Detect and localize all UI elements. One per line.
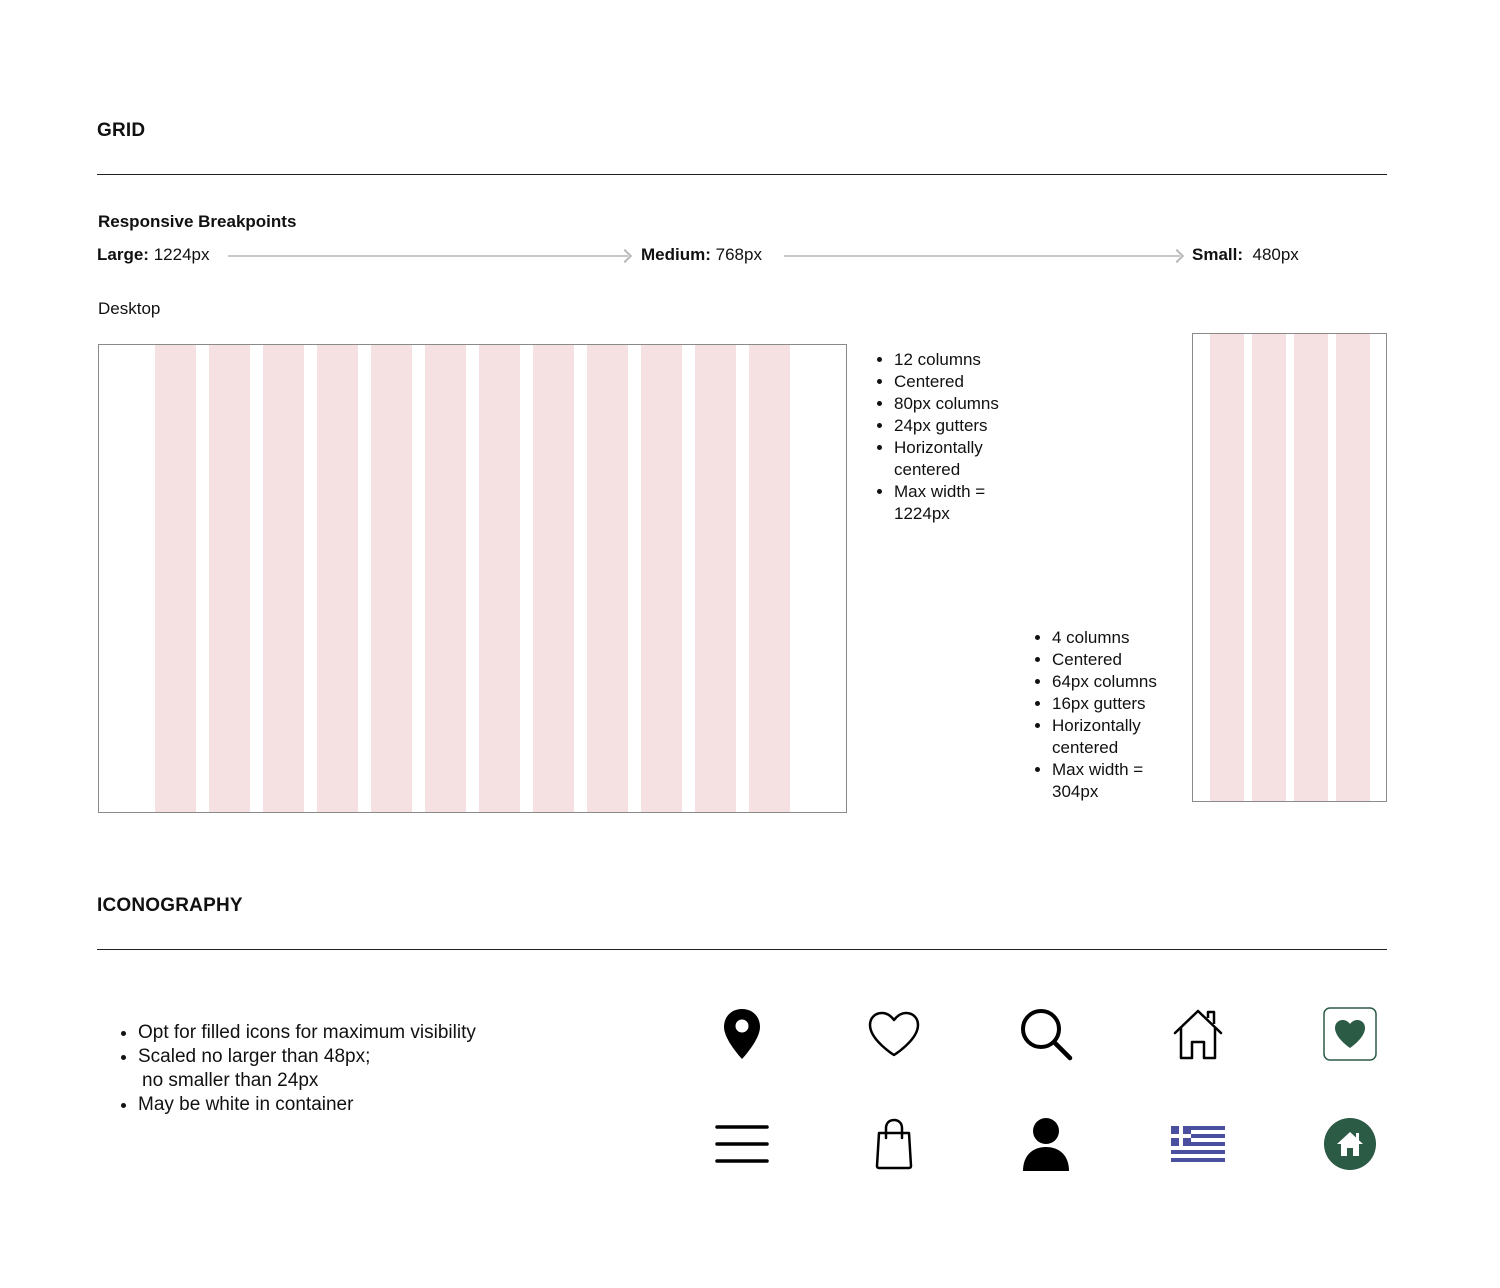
breakpoint-large-value: 1224px (153, 245, 210, 264)
desktop-note: 24px gutters (894, 415, 1046, 437)
mobile-grid-column (1336, 334, 1370, 801)
desktop-grid-column (533, 345, 574, 812)
breakpoint-small-name: Small: (1192, 245, 1244, 264)
mobile-note: 64px columns (1052, 671, 1184, 693)
mobile-grid-column (1210, 334, 1244, 801)
mobile-note: Max width = 304px (1052, 759, 1172, 803)
mobile-grid-notes: 4 columns Centered 64px columns 16px gut… (1034, 627, 1184, 803)
grid-section-title: GRID (97, 120, 146, 141)
desktop-grid-notes: 12 columns Centered 80px columns 24px gu… (876, 349, 1046, 525)
desktop-note: 12 columns (894, 349, 1046, 371)
iconography-section-title: ICONOGRAPHY (97, 895, 243, 916)
shopping-bag-icon (866, 1116, 922, 1172)
breakpoint-medium-value: 768px (715, 245, 762, 264)
menu-icon (714, 1116, 770, 1172)
iconography-notes: Opt for filled icons for maximum visibil… (118, 1021, 578, 1117)
home-outline-icon (1170, 1006, 1226, 1062)
desktop-grid-column (209, 345, 250, 812)
desktop-note: 80px columns (894, 393, 1046, 415)
icon-note-line: Scaled no larger than 48px; (138, 1046, 371, 1067)
breakpoint-medium: Medium: 768px (641, 245, 762, 265)
breakpoint-small-value: 480px (1252, 245, 1299, 264)
search-icon (1018, 1006, 1074, 1062)
icon-note: Scaled no larger than 48px; no smaller t… (138, 1045, 578, 1093)
mobile-grid-preview (1192, 333, 1387, 802)
heart-outline-icon (866, 1006, 922, 1062)
home-circle-icon (1322, 1116, 1378, 1172)
iconography-section-divider (97, 949, 1387, 950)
user-icon (1018, 1116, 1074, 1172)
greek-flag-icon (1170, 1116, 1226, 1172)
desktop-grid-column (695, 345, 736, 812)
breakpoint-large: Large: 1224px (97, 245, 209, 265)
breakpoint-medium-name: Medium: (641, 245, 711, 264)
icon-note: May be white in container (138, 1093, 578, 1117)
desktop-label: Desktop (98, 299, 161, 318)
desktop-note: Max width = 1224px (894, 481, 1014, 525)
mobile-note: Centered (1052, 649, 1184, 671)
desktop-grid-column (155, 345, 196, 812)
desktop-note: Centered (894, 371, 1046, 393)
desktop-grid-column (641, 345, 682, 812)
desktop-grid-column (587, 345, 628, 812)
desktop-grid-column (371, 345, 412, 812)
mobile-grid-column (1252, 334, 1286, 801)
grid-section-divider (97, 174, 1387, 175)
desktop-grid-column (263, 345, 304, 812)
breakpoint-arrow-line-1 (228, 255, 628, 257)
icon-note: Opt for filled icons for maximum visibil… (138, 1021, 578, 1045)
breakpoint-arrow-line-2 (784, 255, 1180, 257)
desktop-grid-column (749, 345, 790, 812)
icon-note-line: no smaller than 24px (142, 1070, 319, 1091)
breakpoint-arrow-head-2 (1169, 248, 1185, 264)
desktop-grid-column (479, 345, 520, 812)
desktop-grid-column (425, 345, 466, 812)
mobile-note: 4 columns (1052, 627, 1184, 649)
mobile-note: 16px gutters (1052, 693, 1184, 715)
desktop-grid-column (317, 345, 358, 812)
heart-container-icon (1322, 1006, 1378, 1062)
mobile-note: Horizontally centered (1052, 715, 1172, 759)
breakpoint-small: Small: 480px (1192, 245, 1299, 265)
desktop-note: Horizontally centered (894, 437, 1014, 481)
breakpoint-large-name: Large: (97, 245, 149, 264)
desktop-grid-preview (98, 344, 847, 813)
location-pin-icon (714, 1006, 770, 1062)
breakpoints-heading: Responsive Breakpoints (98, 212, 297, 231)
breakpoint-arrow-head-1 (617, 248, 633, 264)
mobile-grid-column (1294, 334, 1328, 801)
